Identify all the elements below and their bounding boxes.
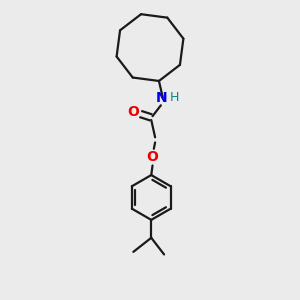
- Text: O: O: [128, 105, 139, 119]
- Text: N: N: [156, 91, 167, 105]
- Text: O: O: [147, 150, 158, 164]
- Text: H: H: [169, 91, 179, 104]
